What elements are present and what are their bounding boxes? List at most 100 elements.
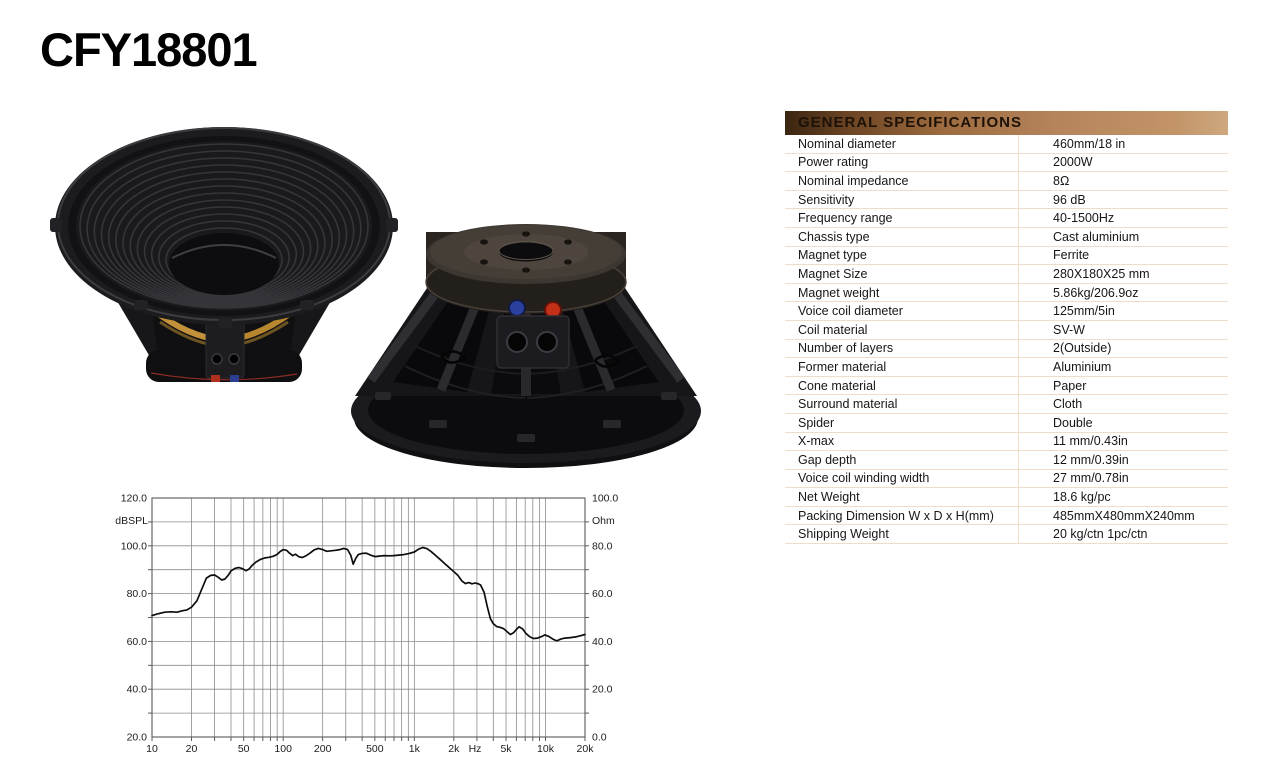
spec-row: Voice coil winding width 27 mm/0.78in	[785, 470, 1228, 489]
spec-value: 20 kg/ctn 1pc/ctn	[1053, 527, 1148, 542]
spec-label: Voice coil winding width	[798, 471, 930, 486]
spec-row: Voice coil diameter 125mm/5in	[785, 302, 1228, 321]
spec-label: Coil material	[798, 322, 868, 337]
spec-value: 8Ω	[1053, 173, 1070, 188]
spec-value: Aluminium	[1053, 359, 1112, 374]
right-axis-tick-label: 60.0	[592, 588, 613, 600]
spec-label: Cone material	[798, 378, 876, 393]
left-axis-tick-label: 100.0	[121, 540, 147, 552]
spec-value: 2000W	[1053, 155, 1093, 170]
spec-label: Frequency range	[798, 211, 893, 226]
x-axis-tick-label: 5k	[500, 743, 512, 755]
spec-label: Number of layers	[798, 341, 894, 356]
left-axis-title: dBSPL	[115, 515, 148, 527]
speaker-rear-image	[351, 224, 701, 468]
spec-column-divider	[1018, 135, 1019, 545]
spec-value: Double	[1053, 415, 1093, 430]
spec-label: Spider	[798, 415, 835, 430]
spec-row: Packing Dimension W x D x H(mm) 485mmX480…	[785, 507, 1228, 526]
right-axis-tick-label: 100.0	[592, 493, 618, 505]
spec-value: 11 mm/0.43in	[1053, 434, 1128, 449]
general-specifications-table: GENERAL SPECIFICATIONS Nominal diameter 4…	[785, 111, 1228, 545]
spec-row: Magnet weight 5.86kg/206.9oz	[785, 284, 1228, 303]
spec-label: Net Weight	[798, 490, 860, 505]
spec-label: Packing Dimension W x D x H(mm)	[798, 508, 994, 523]
spec-row: Frequency range 40-1500Hz	[785, 209, 1228, 228]
spec-row: Spider Double	[785, 414, 1228, 433]
spec-value: 5.86kg/206.9oz	[1053, 285, 1139, 300]
x-axis-tick-label: 500	[366, 743, 384, 755]
spec-label: Sensitivity	[798, 192, 855, 207]
spec-value: 27 mm/0.78in	[1053, 471, 1129, 486]
x-axis-tick-label: 20	[186, 743, 198, 755]
spec-value: Cast aluminium	[1053, 229, 1140, 244]
x-axis-tick-label: 200	[314, 743, 332, 755]
spec-label: Chassis type	[798, 229, 870, 244]
left-axis-tick-label: 40.0	[127, 684, 148, 696]
spec-value: SV-W	[1053, 322, 1085, 337]
right-axis-tick-label: 20.0	[592, 684, 613, 696]
spec-value: 12 mm/0.39in	[1053, 452, 1129, 467]
x-axis-tick-label: 10	[146, 743, 158, 755]
spec-value: 96 dB	[1053, 192, 1086, 207]
spec-row: Sensitivity 96 dB	[785, 191, 1228, 210]
spec-row: Former material Aluminium	[785, 358, 1228, 377]
x-axis-tick-label: 1k	[409, 743, 421, 755]
spec-label: Magnet weight	[798, 285, 880, 300]
x-axis-tick-label: 2k	[448, 743, 460, 755]
spec-label: Former material	[798, 359, 887, 374]
spec-value: Cloth	[1053, 397, 1083, 412]
spec-label: Magnet Size	[798, 266, 868, 281]
spec-row: Number of layers 2(Outside)	[785, 340, 1228, 359]
spec-label: Shipping Weight	[798, 527, 889, 542]
spec-value: Paper	[1053, 378, 1087, 393]
x-axis-tick-label: Hz	[469, 743, 482, 755]
spec-row: Net Weight 18.6 kg/pc	[785, 488, 1228, 507]
spec-value: 460mm/18 in	[1053, 136, 1126, 151]
spec-label: Voice coil diameter	[798, 304, 903, 319]
spec-label: Nominal impedance	[798, 173, 909, 188]
spec-value: 2(Outside)	[1053, 341, 1112, 356]
spec-row: Shipping Weight 20 kg/ctn 1pc/ctn	[785, 525, 1228, 545]
spec-value: Ferrite	[1053, 248, 1090, 263]
right-axis-tick-label: 0.0	[592, 732, 607, 744]
spec-row: Surround material Cloth	[785, 395, 1228, 414]
spec-row: Power rating 2000W	[785, 154, 1228, 173]
right-axis-tick-label: 40.0	[592, 636, 613, 648]
spec-row: Coil material SV-W	[785, 321, 1228, 340]
spec-table-body: Nominal diameter 460mm/18 in Power rating 2…	[785, 135, 1228, 545]
cone-ribs	[79, 143, 369, 309]
x-axis-tick-label: 10k	[537, 743, 555, 755]
spec-row: Nominal diameter 460mm/18 in	[785, 135, 1228, 154]
spec-row: Chassis type Cast aluminium	[785, 228, 1228, 247]
left-axis-tick-label: 80.0	[127, 588, 148, 600]
right-axis-title: Ohm	[592, 515, 615, 527]
spec-value: 125mm/5in	[1053, 304, 1115, 319]
spec-value: 280X180X25 mm	[1053, 266, 1150, 281]
x-axis-tick-label: 20k	[577, 743, 595, 755]
spec-row: Magnet Size 280X180X25 mm	[785, 265, 1228, 284]
spec-row: Gap depth 12 mm/0.39in	[785, 451, 1228, 470]
spec-value: 40-1500Hz	[1053, 211, 1115, 226]
spec-label: X-max	[798, 434, 835, 449]
spec-label: Magnet type	[798, 248, 867, 263]
right-axis-tick-label: 80.0	[592, 540, 613, 552]
spec-value: 18.6 kg/pc	[1053, 490, 1111, 505]
spec-label: Nominal diameter	[798, 136, 896, 151]
product-title: CFY18801	[40, 23, 258, 76]
spec-label: Power rating	[798, 155, 869, 170]
spl-response-curve	[151, 546, 586, 642]
speaker-front-image	[50, 127, 398, 382]
left-axis-tick-label: 60.0	[127, 636, 148, 648]
spec-table-header: GENERAL SPECIFICATIONS	[785, 111, 1228, 135]
frequency-response-chart: 120.0100.080.060.040.020.0100.080.060.04…	[115, 493, 618, 756]
spec-row: Nominal impedance 8Ω	[785, 172, 1228, 191]
x-axis-tick-label: 100	[274, 743, 292, 755]
spec-row: X-max 11 mm/0.43in	[785, 433, 1228, 452]
left-axis-tick-label: 120.0	[121, 493, 147, 505]
spec-label: Gap depth	[798, 452, 857, 467]
x-axis-tick-label: 50	[238, 743, 250, 755]
spec-value: 485mmX480mmX240mm	[1053, 508, 1195, 523]
spec-row: Magnet type Ferrite	[785, 247, 1228, 266]
